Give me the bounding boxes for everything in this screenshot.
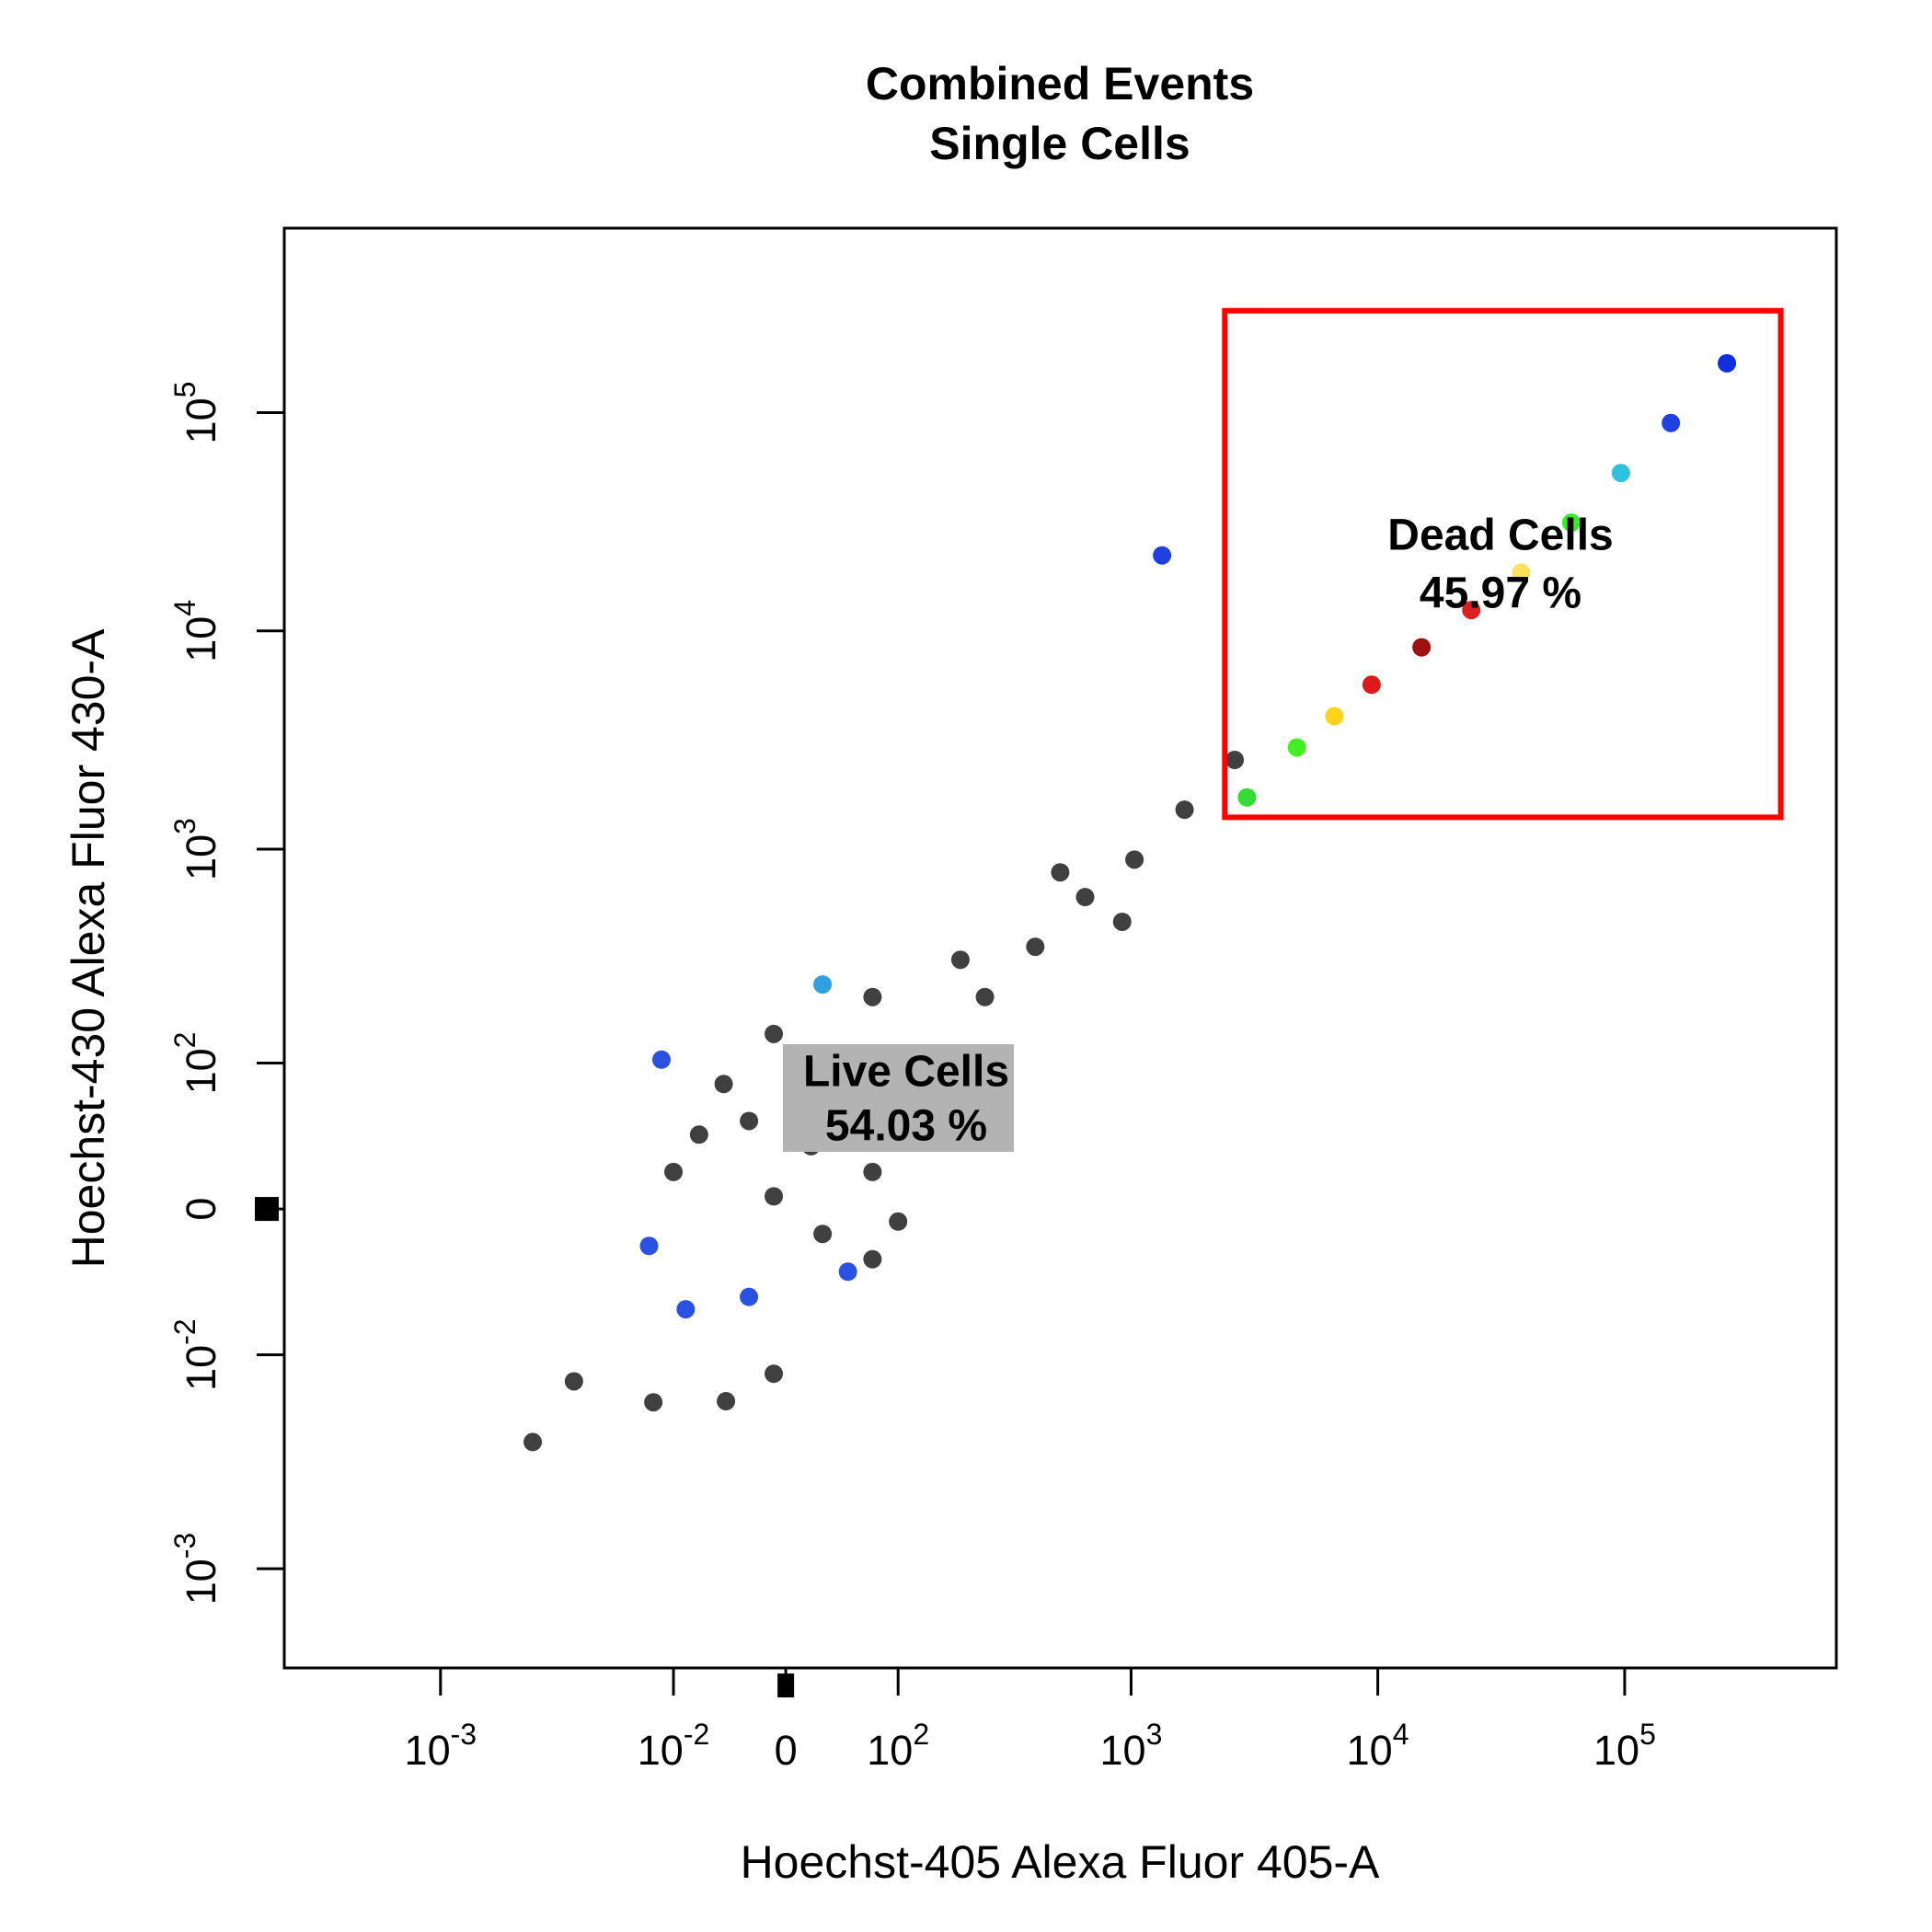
event-point	[523, 1432, 543, 1452]
x-zero-marker	[777, 1673, 795, 1697]
event-point	[1175, 800, 1194, 820]
event-point	[717, 1392, 736, 1411]
tick-base: 10	[178, 1558, 224, 1604]
y-tick-label: 104	[168, 600, 224, 662]
event-point	[651, 1050, 671, 1069]
tick-exponent: -2	[684, 1718, 709, 1751]
tick-base: 10	[638, 1727, 684, 1774]
event-point	[1561, 513, 1581, 533]
gate-name: Dead Cells	[1387, 512, 1613, 560]
x-tick-label: 104	[1347, 1718, 1409, 1773]
y-zero-marker	[255, 1197, 279, 1222]
event-point	[950, 950, 970, 970]
event-point	[765, 1024, 784, 1043]
event-point	[1125, 850, 1144, 869]
y-tick-label: 103	[168, 818, 224, 880]
event-point	[975, 987, 995, 1006]
event-point	[1026, 937, 1045, 957]
tick-exponent: 5	[1639, 1718, 1656, 1751]
event-point	[639, 1236, 659, 1256]
gate	[1222, 307, 1784, 821]
tick-base: 10	[178, 1345, 224, 1391]
event-point	[676, 1300, 696, 1319]
tick-exponent: 3	[1146, 1718, 1163, 1751]
x-tick-label: 105	[1593, 1718, 1656, 1773]
event-point	[1662, 413, 1681, 432]
tick-base: 10	[178, 1048, 224, 1094]
y-tick-label: 102	[168, 1032, 224, 1095]
tick-base: 10	[1593, 1727, 1639, 1774]
event-point	[1287, 738, 1306, 757]
event-point	[838, 1262, 857, 1282]
chart-subtitle: Single Cells	[929, 118, 1190, 169]
chart-title: Combined Events	[866, 58, 1254, 109]
tick-base: 10	[867, 1727, 913, 1774]
event-point	[1153, 546, 1172, 565]
tick-exponent: 5	[168, 382, 201, 398]
event-point	[863, 1162, 882, 1181]
event-point	[863, 987, 882, 1006]
event-point	[765, 1364, 784, 1384]
event-point	[740, 1287, 759, 1306]
y-tick-label: 10-3	[168, 1533, 224, 1605]
event-point	[1112, 912, 1132, 931]
gate-name: Live Cells	[803, 1048, 1009, 1097]
y-axis-label: Hoechst-430 Alexa Fluor 430-A	[63, 628, 114, 1268]
tick-exponent: -3	[451, 1718, 477, 1751]
gate-label-box	[783, 1044, 1014, 1152]
event-point	[714, 1075, 733, 1094]
event-point	[813, 975, 833, 995]
event-point	[1462, 601, 1481, 620]
tick-exponent: 3	[168, 818, 201, 834]
event-point	[813, 1225, 833, 1244]
tick-exponent: 2	[913, 1718, 929, 1751]
event-point	[1718, 353, 1737, 373]
tick-exponent: 2	[168, 1032, 201, 1049]
y-tick-label: 10-2	[168, 1318, 224, 1391]
y-tick-label: 0	[178, 1198, 224, 1221]
event-point	[765, 1187, 784, 1206]
event-point	[1412, 638, 1432, 657]
x-tick-label: 102	[867, 1718, 929, 1773]
tick-base: 10	[1347, 1727, 1393, 1774]
event-point	[1362, 675, 1381, 695]
tick-base: 10	[1100, 1727, 1146, 1774]
event-point	[1225, 751, 1245, 770]
tick-base: 10	[178, 616, 224, 662]
event-point	[1512, 563, 1531, 582]
plot-frame	[282, 226, 1838, 1670]
event-point	[644, 1393, 663, 1412]
event-point	[564, 1372, 583, 1391]
tick-base: 10	[178, 834, 224, 880]
event-point	[689, 1125, 708, 1144]
gate-percent: 54.03 %	[825, 1102, 987, 1151]
tick-exponent: -2	[168, 1318, 201, 1344]
event-point	[889, 1212, 908, 1231]
tick-exponent: 4	[168, 600, 201, 616]
event-point	[863, 1249, 882, 1269]
tick-exponent: 4	[1393, 1718, 1409, 1751]
y-tick-label: 105	[168, 382, 224, 444]
event-point	[1075, 888, 1095, 907]
tick-exponent: -3	[168, 1533, 201, 1558]
x-axis-label: Hoechst-405 Alexa Fluor 405-A	[741, 1836, 1380, 1888]
tick-base: 10	[405, 1727, 451, 1774]
tick-base: 10	[178, 397, 224, 443]
x-tick-label: 0	[775, 1727, 798, 1774]
event-point	[1237, 788, 1257, 807]
event-point	[1611, 464, 1630, 483]
gate-percent: 45.97 %	[1420, 569, 1581, 618]
event-point	[1325, 707, 1344, 726]
event-point	[740, 1111, 759, 1131]
event-point	[1051, 863, 1070, 882]
x-tick-label: 103	[1100, 1718, 1163, 1773]
x-tick-label: 10-3	[405, 1718, 477, 1773]
x-tick-label: 10-2	[638, 1718, 710, 1773]
event-point	[664, 1162, 684, 1181]
